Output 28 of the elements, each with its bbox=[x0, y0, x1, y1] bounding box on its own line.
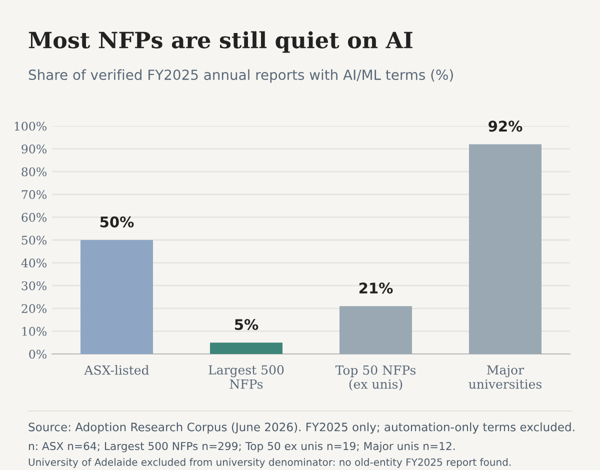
y-tick-label: 10% bbox=[22, 326, 46, 336]
y-tick-label: 80% bbox=[22, 167, 46, 176]
y-tick-label: 0% bbox=[29, 350, 46, 359]
data-label: 50% bbox=[100, 216, 134, 228]
x-tick-label: ASX-listed bbox=[84, 365, 149, 375]
chart-title: Most NFPs are still quiet on AI bbox=[28, 31, 412, 53]
y-tick-label: 40% bbox=[21, 258, 46, 268]
y-tick-label: 50% bbox=[22, 236, 46, 245]
y-tick-label: 100% bbox=[14, 122, 46, 131]
bar bbox=[468, 144, 542, 354]
data-label: 5% bbox=[234, 319, 258, 330]
x-tick-label: Major universities bbox=[468, 365, 542, 389]
data-label: 92% bbox=[488, 120, 522, 132]
x-tick-label: Top 50 NFPs (ex unis) bbox=[335, 365, 416, 391]
text: n: ASX n=64; Largest 500 NFPs n=299; Top 50 ex unis n=19; Major unis n=12. bbox=[28, 442, 455, 452]
y-tick-label: 30% bbox=[22, 281, 46, 290]
y-tick-label: 70% bbox=[22, 190, 46, 200]
y-tick-label: 90% bbox=[22, 144, 46, 154]
source-note: Source: Adoption Research Corpus (June 2026). FY2025 only; automation-only terms excluded. bbox=[28, 422, 574, 434]
chart-subtitle: Share of verified FY2025 annual reports with AI/ML terms (%) bbox=[28, 69, 453, 83]
x-tick-label: Largest 500 NFPs bbox=[208, 365, 284, 389]
data-label: 21% bbox=[359, 282, 393, 294]
bar bbox=[210, 342, 283, 354]
y-tick-label: 60% bbox=[22, 212, 46, 222]
bar bbox=[80, 240, 154, 354]
bar bbox=[339, 306, 412, 354]
y-tick-label: 20% bbox=[22, 304, 46, 314]
text: University of Adelaide excluded from university denominator: no old-entity FY2025 report found. bbox=[28, 458, 511, 468]
